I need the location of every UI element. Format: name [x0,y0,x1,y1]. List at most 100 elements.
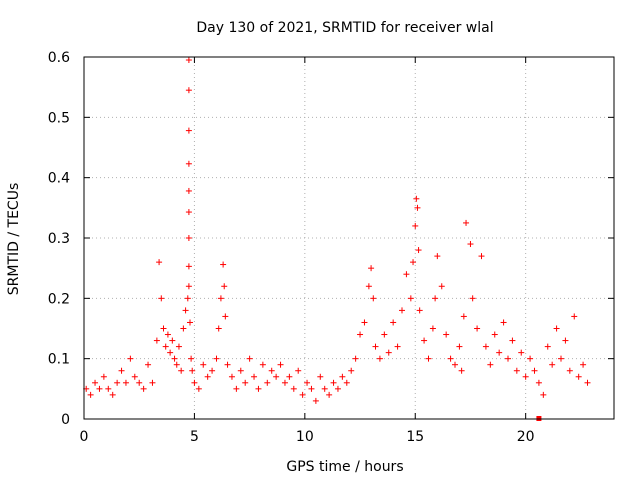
data-point [105,385,112,392]
data-point [118,367,125,374]
data-point [571,313,578,320]
data-point [352,355,359,362]
data-point [505,355,511,362]
x-tick-label: 0 [80,429,89,445]
data-point [184,295,191,302]
data-point [558,355,564,362]
data-point [200,361,207,368]
data-point [286,373,293,380]
data-points [83,57,591,421]
data-point [414,204,421,211]
data-point [164,331,171,338]
data-point [372,343,379,350]
data-point [368,265,375,272]
data-point [312,397,319,404]
data-point [458,367,465,374]
data-point [321,385,328,392]
data-point [509,337,516,344]
data-point [178,367,185,374]
data-point [491,331,498,338]
data-point [185,160,192,167]
data-point [443,331,450,338]
data-point [96,385,103,392]
data-point [385,349,392,356]
y-tick-label: 0 [61,412,70,428]
data-point [109,391,116,398]
data-point [415,247,422,254]
data-point [390,319,397,326]
data-point [456,343,463,350]
data-point [217,295,224,302]
y-tick-label: 0.3 [48,231,70,247]
data-point [169,337,176,344]
data-point [540,391,547,398]
data-point [173,361,180,368]
data-point [160,325,167,332]
data-point [438,283,445,290]
data-point [100,373,107,380]
x-axis-label: GPS time / hours [286,459,403,475]
data-point [140,385,147,392]
y-tick-label: 0.1 [48,352,70,368]
data-point [566,367,573,374]
chart-title: Day 130 of 2021, SRMTID for receiver wla… [196,20,493,36]
data-point [562,337,569,344]
data-point [304,379,311,386]
x-tick-label: 10 [296,429,314,445]
data-point [469,295,476,302]
data-point [264,379,271,386]
data-point [410,259,417,266]
data-point [180,325,187,332]
data-point [220,261,227,268]
data-point [421,337,428,344]
data-point [237,367,244,374]
data-point [348,367,355,374]
data-point [518,349,525,356]
data-point [361,319,368,326]
data-point [175,343,182,350]
data-point [222,313,229,320]
data-point [531,367,538,374]
data-point [308,385,315,392]
data-point [156,259,163,266]
data-point [171,355,178,362]
grid [84,57,614,419]
data-point [432,295,439,302]
data-point [145,361,152,368]
data-point [376,355,383,362]
data-point [500,319,507,326]
data-point [195,385,202,392]
data-point [87,391,94,398]
data-point [114,379,121,386]
data-point [188,355,195,362]
data-point [187,319,193,326]
data-point [452,361,458,368]
data-point [460,313,467,320]
data-point [381,331,388,338]
data-point [575,373,582,380]
data-point [167,349,174,356]
data-point [153,337,160,344]
data-point [357,331,364,338]
data-point [221,283,228,290]
data-point [189,367,196,374]
data-point [416,307,423,314]
data-point [131,373,138,380]
data-point [233,385,240,392]
data-point [185,263,192,270]
data-point [204,373,211,380]
data-point [185,209,192,216]
data-point [299,391,306,398]
y-tick-label: 0.2 [48,291,70,307]
data-point [255,385,262,392]
data-point [413,195,420,202]
data-point [185,57,192,64]
data-point [403,271,410,278]
data-point [158,295,165,302]
data-point [185,283,192,290]
data-point [339,373,346,380]
data-point [224,361,231,368]
axis-ticks: 0 5 10 15 20 0 0.1 0.2 0.3 0.4 0.5 0.6 [48,50,614,445]
data-point [482,343,489,350]
